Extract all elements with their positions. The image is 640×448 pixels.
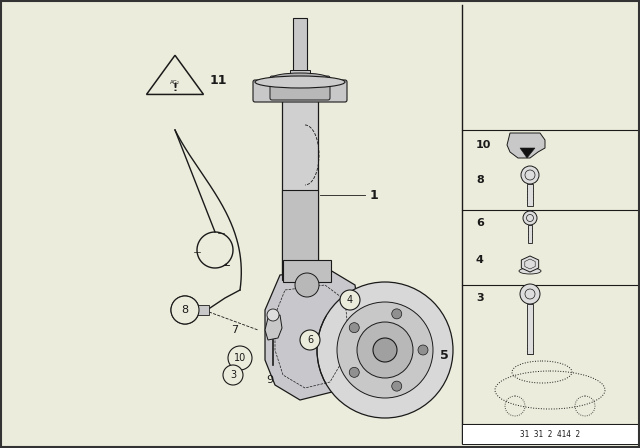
Ellipse shape: [255, 76, 345, 88]
Bar: [282, 190, 318, 280]
Text: 11: 11: [209, 73, 227, 86]
Circle shape: [521, 166, 539, 184]
Text: 7: 7: [231, 325, 238, 335]
Text: 1: 1: [370, 189, 379, 202]
Ellipse shape: [519, 268, 541, 274]
Text: 6: 6: [476, 218, 484, 228]
Ellipse shape: [272, 73, 328, 83]
Circle shape: [357, 322, 413, 378]
Bar: [282, 100, 318, 280]
Polygon shape: [147, 55, 204, 95]
Text: 3: 3: [230, 370, 236, 380]
Text: 4: 4: [347, 295, 353, 305]
Circle shape: [523, 211, 537, 225]
FancyBboxPatch shape: [270, 76, 330, 100]
Circle shape: [300, 330, 320, 350]
Circle shape: [392, 381, 402, 391]
Bar: [290, 70, 310, 88]
Circle shape: [349, 323, 359, 333]
Circle shape: [340, 290, 360, 310]
Polygon shape: [507, 133, 545, 158]
Bar: [293, 18, 307, 80]
Circle shape: [337, 302, 433, 398]
Bar: [527, 304, 533, 354]
Text: 9: 9: [266, 375, 273, 385]
Text: 8: 8: [181, 305, 189, 315]
Bar: [462, 424, 638, 444]
Text: !: !: [172, 83, 177, 93]
Bar: [197, 305, 209, 315]
Circle shape: [520, 284, 540, 304]
Text: 6: 6: [307, 335, 313, 345]
Circle shape: [317, 282, 453, 418]
FancyBboxPatch shape: [253, 80, 347, 102]
Polygon shape: [522, 256, 539, 272]
Circle shape: [223, 365, 243, 385]
Text: 31 31 2 414 2: 31 31 2 414 2: [520, 430, 580, 439]
Text: 3: 3: [476, 293, 484, 303]
Circle shape: [392, 309, 402, 319]
Circle shape: [418, 345, 428, 355]
Bar: [283, 260, 331, 282]
Bar: [527, 184, 533, 206]
Text: 2: 2: [395, 314, 404, 327]
Circle shape: [171, 296, 199, 324]
Circle shape: [295, 273, 319, 297]
Text: 4: 4: [476, 255, 484, 265]
Polygon shape: [265, 270, 360, 400]
Text: AG₂: AG₂: [170, 79, 180, 85]
Circle shape: [228, 346, 252, 370]
Circle shape: [267, 309, 279, 321]
Circle shape: [349, 367, 359, 377]
Bar: [528, 225, 532, 243]
Circle shape: [171, 296, 199, 324]
Polygon shape: [520, 148, 535, 158]
Text: 10: 10: [234, 353, 246, 363]
Text: 10: 10: [476, 140, 492, 150]
Text: 8: 8: [476, 175, 484, 185]
Text: 5: 5: [440, 349, 449, 362]
Polygon shape: [265, 315, 282, 340]
Circle shape: [373, 338, 397, 362]
